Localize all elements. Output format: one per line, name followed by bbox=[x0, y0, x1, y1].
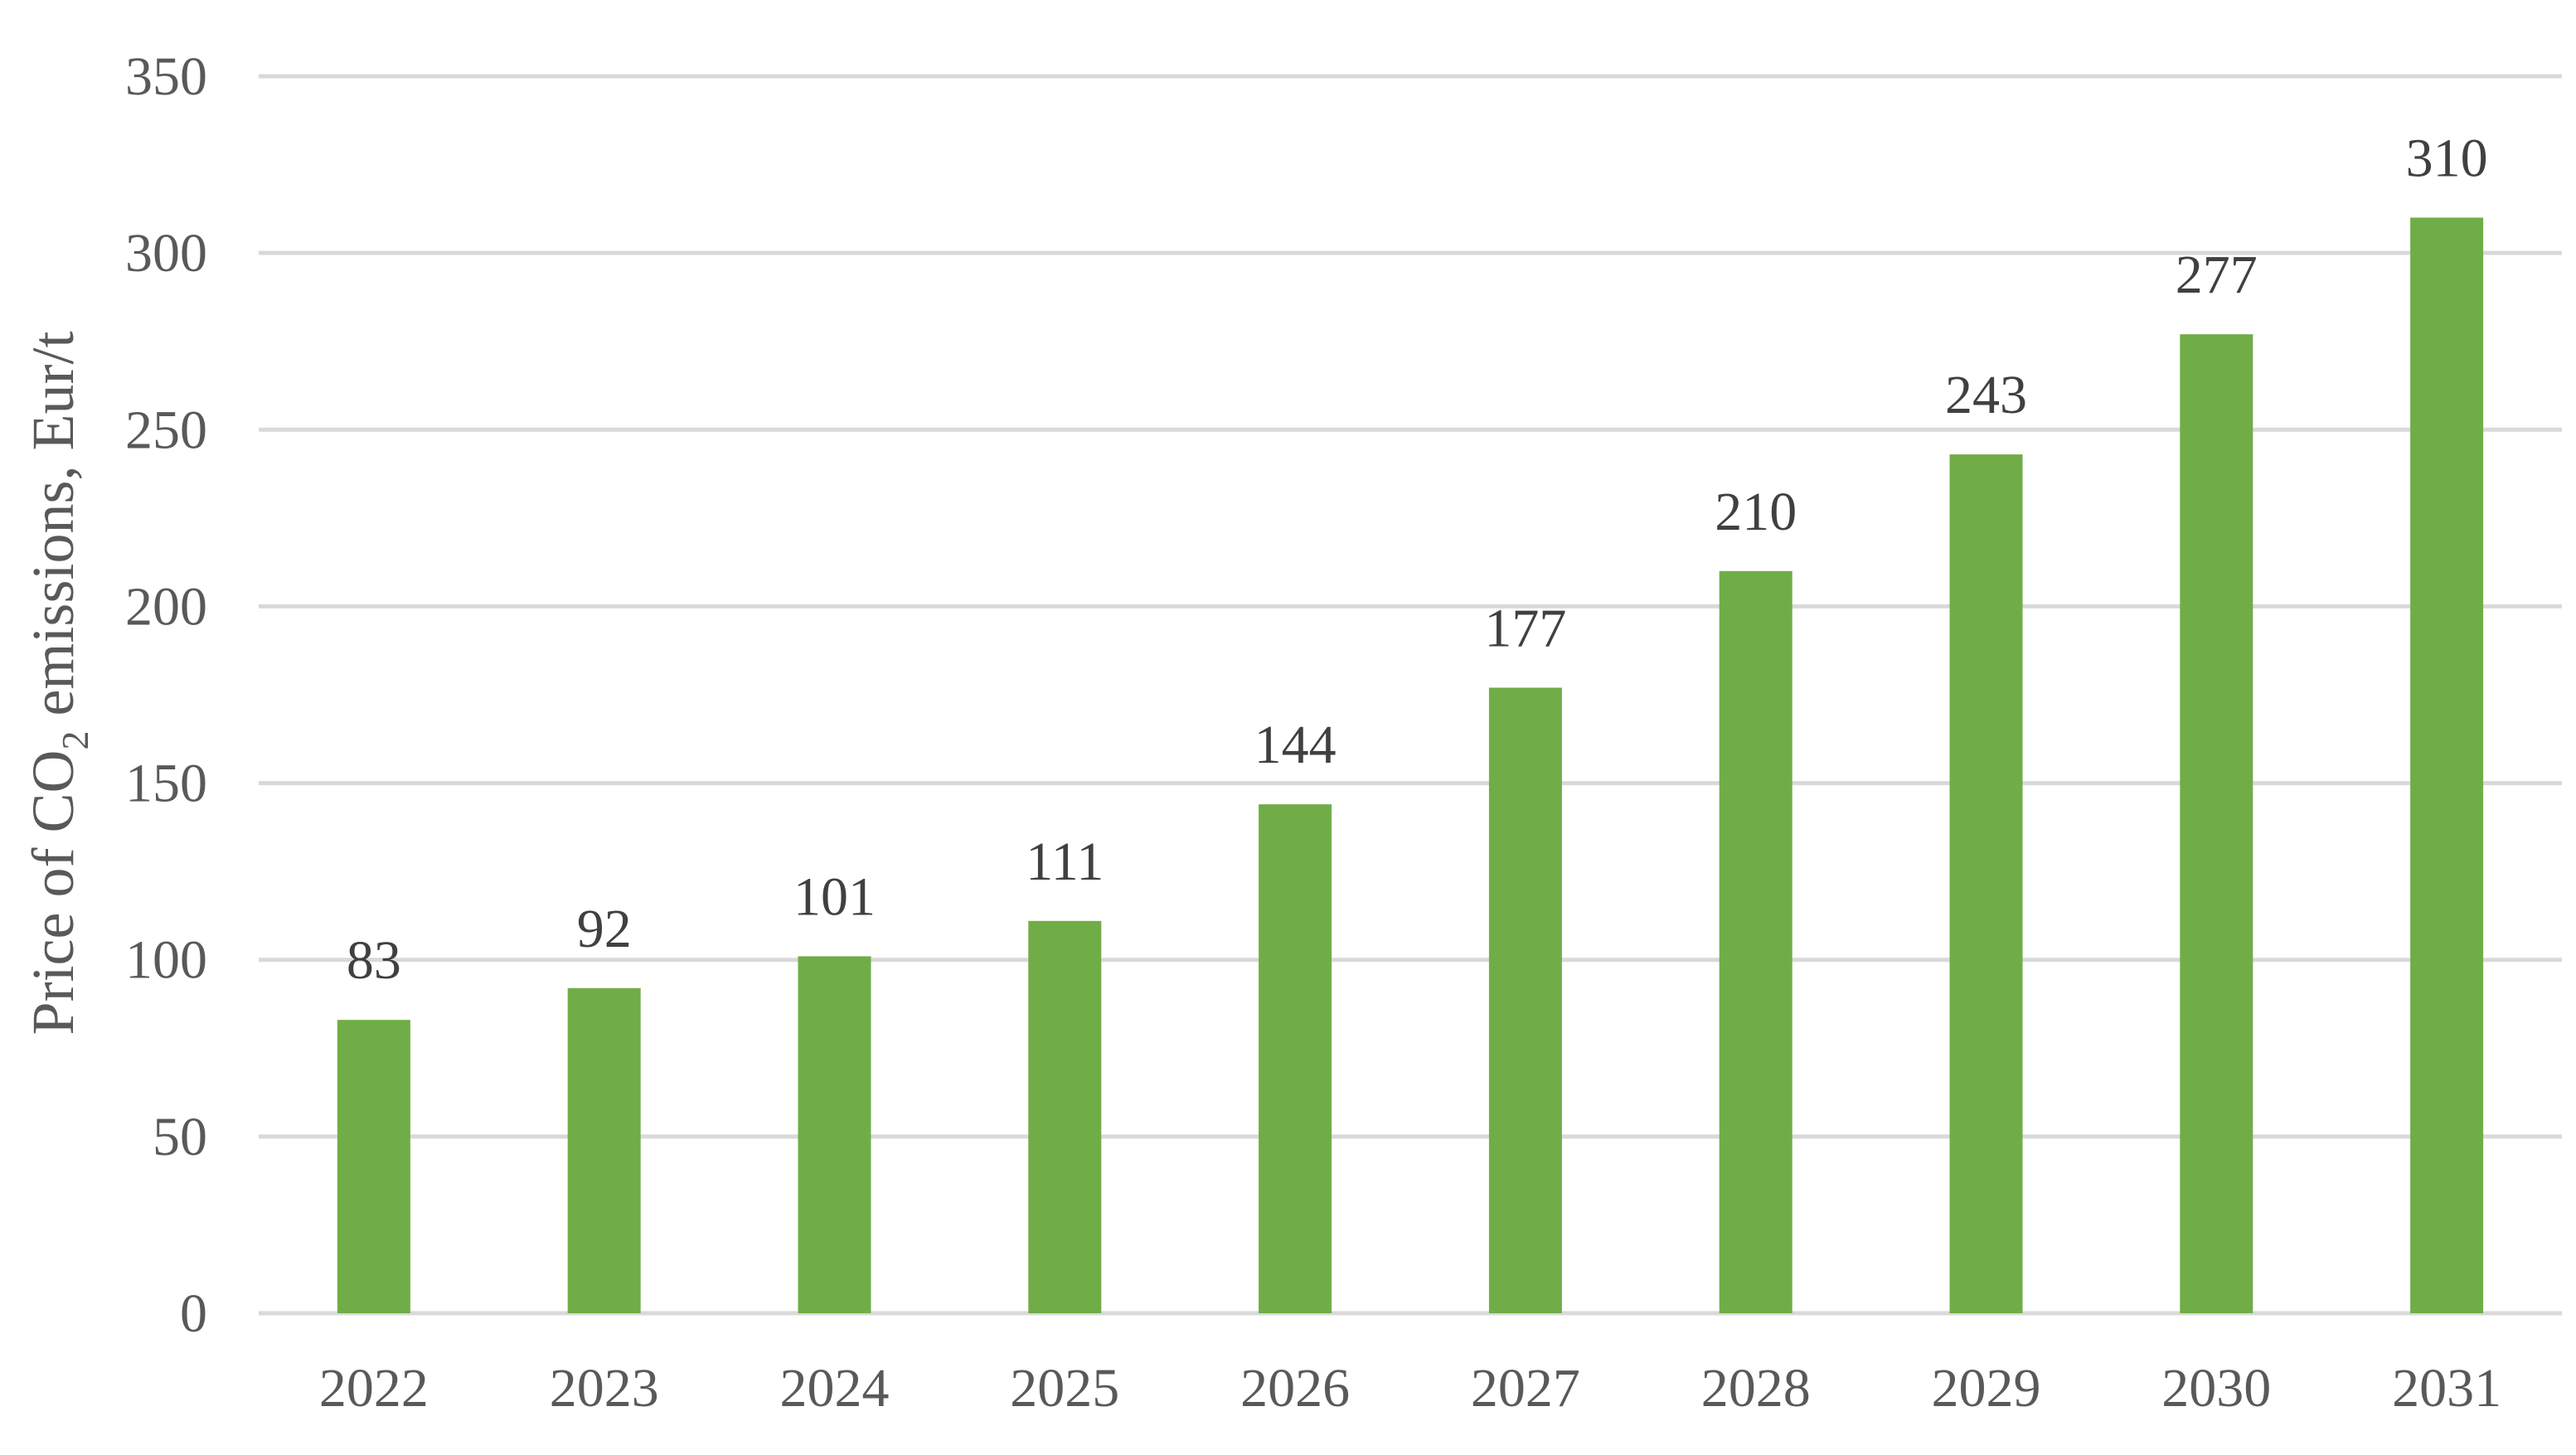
y-axis-title-prefix: Price of CO bbox=[20, 750, 86, 1035]
data-label: 243 bbox=[1945, 365, 2027, 425]
bars bbox=[337, 217, 2484, 1313]
x-tick-label: 2026 bbox=[1240, 1358, 1350, 1419]
bar bbox=[1949, 454, 2023, 1313]
y-axis-title-suffix: emissions, Eur/t bbox=[20, 332, 86, 731]
y-tick-label: 300 bbox=[125, 223, 207, 284]
x-tick-label: 2025 bbox=[1010, 1358, 1119, 1419]
bar bbox=[1719, 570, 1793, 1313]
y-axis-title: Price of CO2 emissions, Eur/t bbox=[20, 332, 96, 1035]
data-label: 310 bbox=[2406, 129, 2488, 189]
bar bbox=[798, 956, 871, 1313]
bar bbox=[1488, 687, 1562, 1313]
y-tick-label: 350 bbox=[125, 46, 207, 107]
data-label: 101 bbox=[793, 866, 876, 927]
data-label: 277 bbox=[2176, 245, 2258, 305]
data-label: 210 bbox=[1715, 482, 1797, 542]
y-tick-label: 150 bbox=[125, 754, 207, 814]
bar bbox=[567, 987, 641, 1313]
x-axis-ticks: 2022 2023 2024 2025 2026 2027 2028 2029 2030 2031 bbox=[319, 1358, 2501, 1419]
y-tick-label: 0 bbox=[180, 1283, 207, 1344]
x-tick-label: 2027 bbox=[1471, 1358, 1580, 1419]
data-label: 83 bbox=[347, 930, 401, 991]
bar bbox=[1259, 804, 1332, 1313]
x-tick-label: 2029 bbox=[1932, 1358, 2041, 1419]
data-label: 144 bbox=[1254, 715, 1337, 775]
y-tick-label: 200 bbox=[125, 576, 207, 637]
y-tick-label: 250 bbox=[125, 400, 207, 460]
y-tick-label: 50 bbox=[153, 1107, 207, 1167]
x-tick-label: 2031 bbox=[2392, 1358, 2501, 1419]
bar bbox=[1028, 920, 1102, 1313]
x-tick-label: 2030 bbox=[2161, 1358, 2271, 1419]
x-tick-label: 2022 bbox=[319, 1358, 429, 1419]
y-axis-ticks: 0 50 100 150 200 250 300 350 bbox=[125, 46, 207, 1344]
data-label: 92 bbox=[577, 899, 632, 959]
bar bbox=[337, 1020, 410, 1313]
data-label: 177 bbox=[1484, 598, 1566, 658]
x-tick-label: 2028 bbox=[1701, 1358, 1811, 1419]
y-axis-title-subscript: 2 bbox=[54, 731, 96, 750]
gridlines bbox=[259, 74, 2562, 1316]
data-label: 111 bbox=[1026, 832, 1104, 892]
data-labels: 83 92 101 111 144 177 210 243 277 310 bbox=[347, 129, 2488, 992]
bar bbox=[2180, 334, 2253, 1313]
y-tick-label: 100 bbox=[125, 930, 207, 991]
x-tick-label: 2024 bbox=[780, 1358, 890, 1419]
x-tick-label: 2023 bbox=[550, 1358, 659, 1419]
bar bbox=[2410, 217, 2484, 1313]
